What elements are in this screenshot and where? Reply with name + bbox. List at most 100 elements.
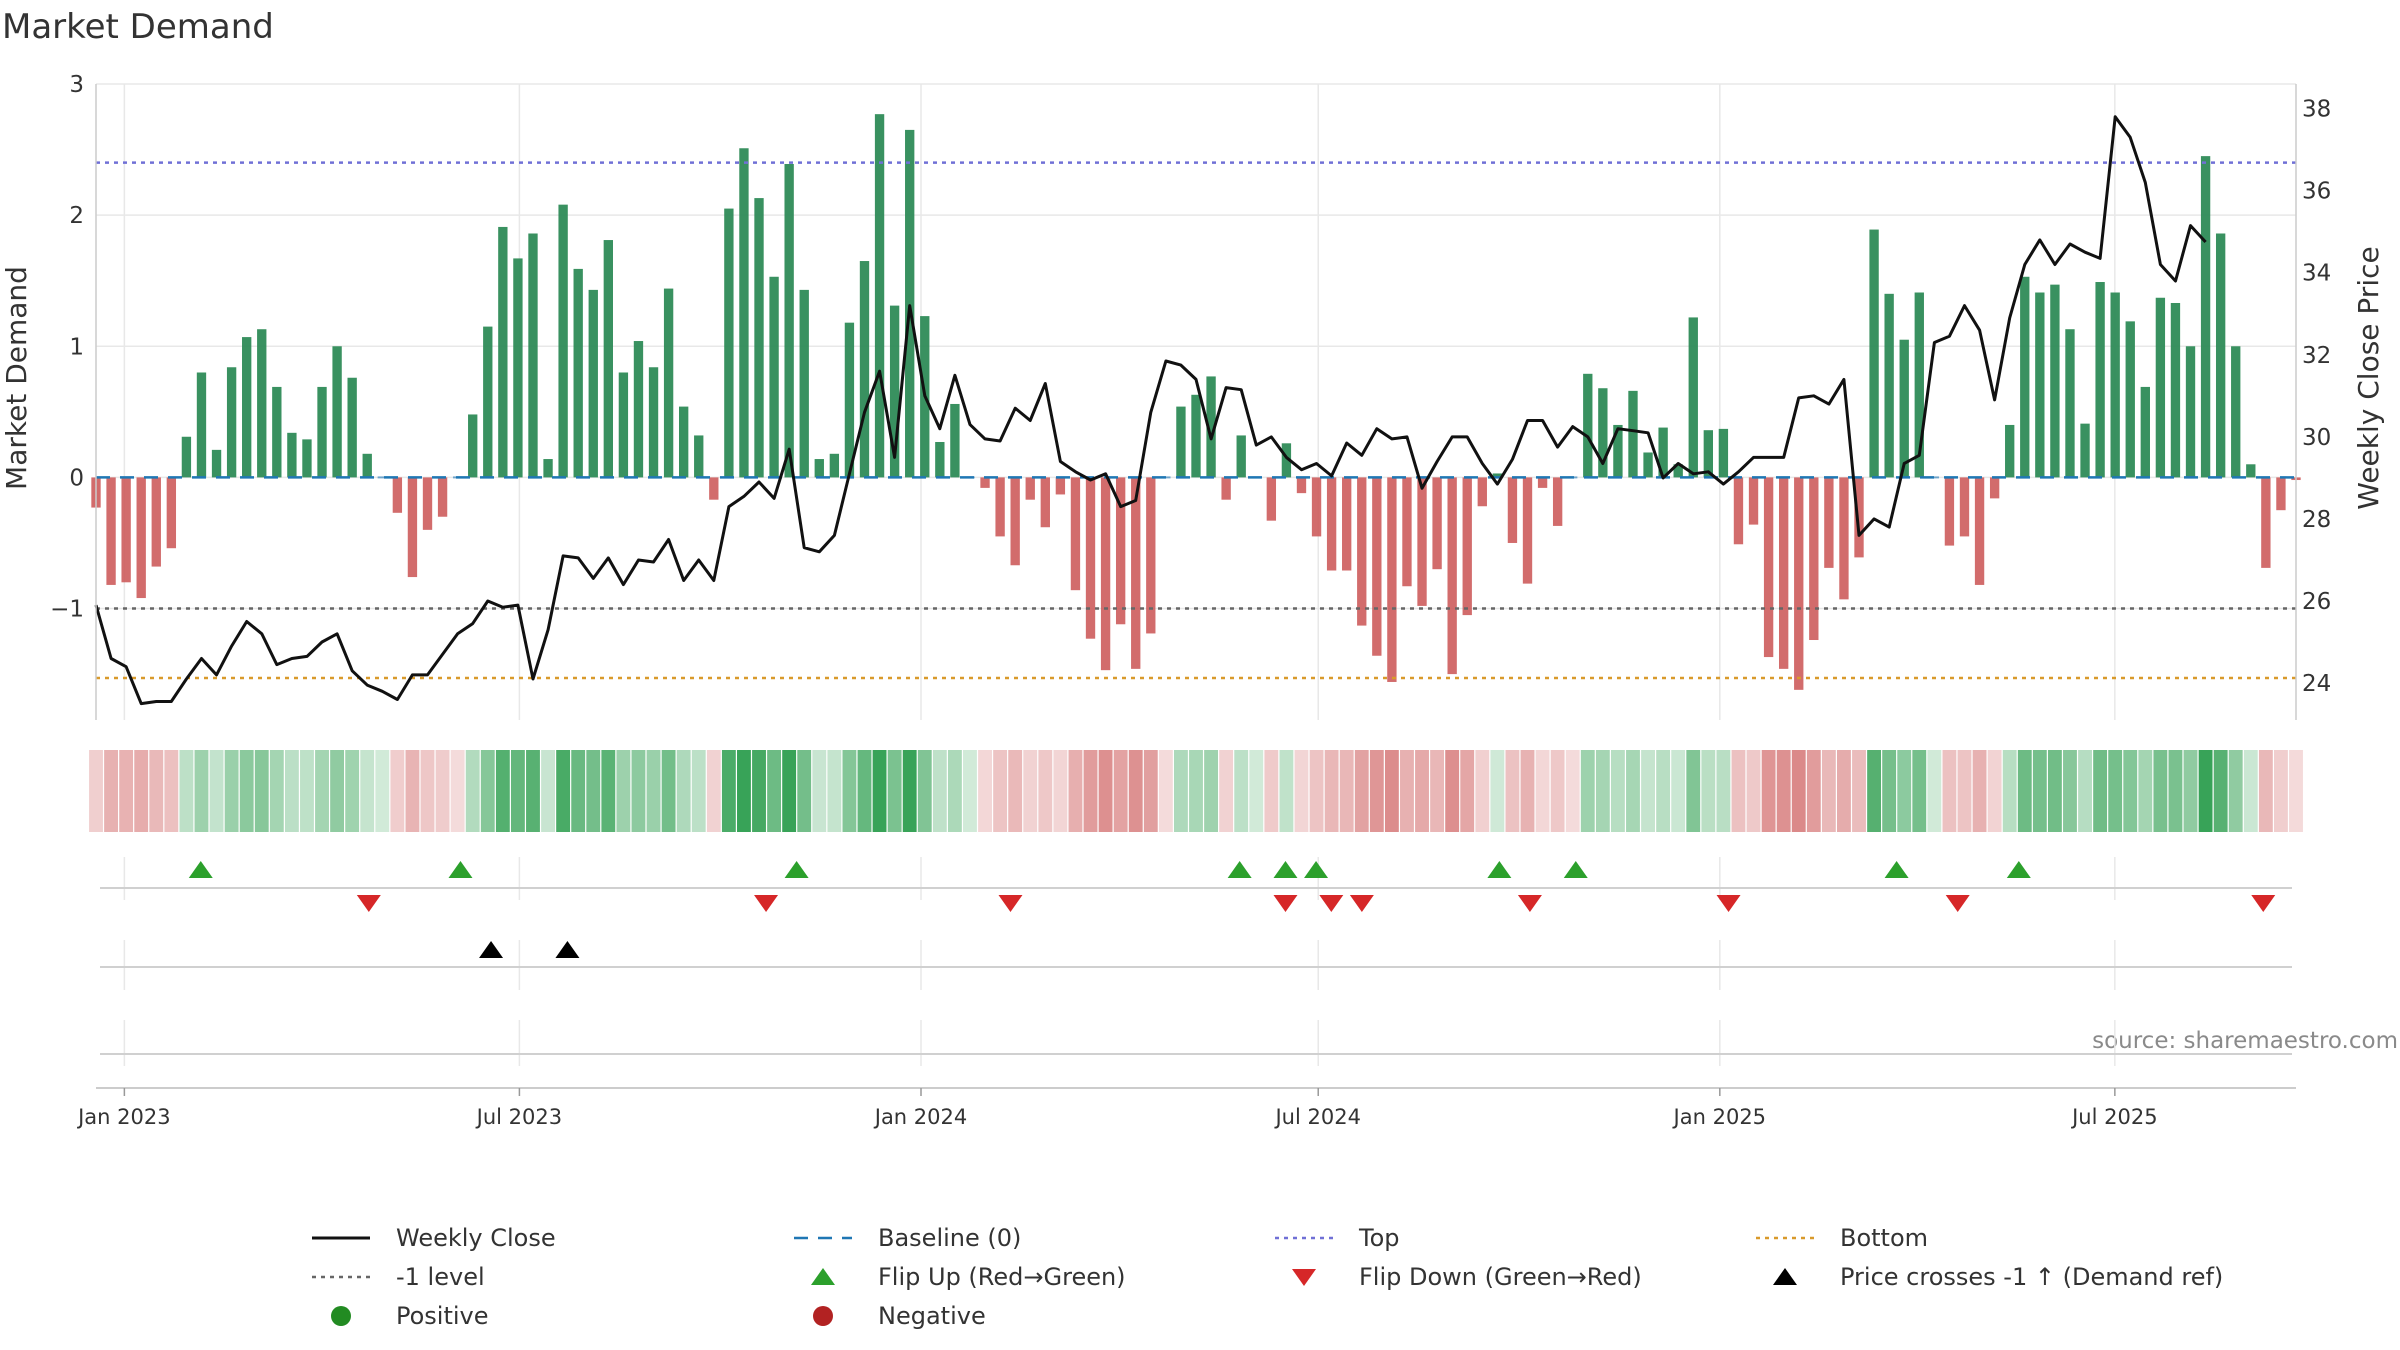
legend-label: Weekly Close xyxy=(396,1224,556,1252)
demand-bar-negative xyxy=(1989,477,2000,499)
strip-cell xyxy=(1957,750,1972,832)
strip-cell xyxy=(2108,750,2123,832)
legend-label: Bottom xyxy=(1840,1224,1928,1252)
strip-cell xyxy=(1867,750,1882,832)
demand-bar-positive xyxy=(257,329,267,478)
strip-cell xyxy=(1701,750,1716,832)
demand-bar-positive xyxy=(272,386,282,478)
strip-cell xyxy=(1339,750,1354,832)
strip-cell xyxy=(1776,750,1791,832)
strip-cell xyxy=(1972,750,1987,832)
strip-cell xyxy=(300,750,314,832)
strip-cell xyxy=(2168,750,2183,832)
strip-cell xyxy=(2258,750,2273,832)
demand-bar-positive xyxy=(1899,339,1909,478)
legend-swatch xyxy=(813,1306,833,1326)
gridlines xyxy=(96,83,2296,1066)
legend-label: Negative xyxy=(878,1302,986,1330)
demand-bar-negative xyxy=(1221,477,1231,500)
strip-cell xyxy=(1626,750,1640,832)
demand-bar-negative xyxy=(1296,477,1307,494)
y-tick-label-right: 26 xyxy=(2302,589,2331,615)
strip-cell xyxy=(1264,750,1279,832)
strip-cell xyxy=(2153,750,2168,832)
flip-up-marker xyxy=(1563,861,1588,878)
strip-cell xyxy=(1309,750,1324,832)
legend-item-flip-up: Flip Up (Red→Green) xyxy=(878,1263,1126,1291)
strip-cell xyxy=(1550,750,1565,832)
y-axis-left-label: Market Demand xyxy=(0,266,33,490)
demand-bar-negative xyxy=(1854,477,1864,558)
demand-bar-positive xyxy=(1191,394,1201,478)
legend-item-negative: Negative xyxy=(813,1302,986,1330)
strip-cell xyxy=(571,750,586,832)
strip-cell xyxy=(1927,750,1942,832)
strip-cell xyxy=(556,750,571,832)
x-tick-label: Jul 2025 xyxy=(2070,1105,2157,1129)
flip-up-marker xyxy=(784,861,809,878)
price-cross-marker xyxy=(479,941,504,958)
strip-cell xyxy=(767,750,782,832)
strip-cell xyxy=(1610,750,1625,832)
strip-cell xyxy=(1354,750,1369,832)
strip-cell xyxy=(782,750,797,832)
strip-cell xyxy=(993,750,1008,832)
y-tick-label-right: 32 xyxy=(2302,343,2331,369)
strip-cell xyxy=(812,750,827,832)
strip-cell xyxy=(2123,750,2138,832)
legend-item-positive: Positive xyxy=(331,1302,489,1330)
strip-cell xyxy=(510,750,525,832)
demand-bar-negative xyxy=(1824,477,1834,568)
demand-bar-positive xyxy=(317,386,327,478)
demand-bar-positive xyxy=(332,346,342,478)
strip-cell xyxy=(1912,750,1927,832)
demand-bar-negative xyxy=(1763,477,1774,658)
y-tick-label-right: 38 xyxy=(2302,97,2331,123)
demand-bar-positive xyxy=(889,305,900,478)
demand-bar-negative xyxy=(1040,477,1050,528)
strip-cell xyxy=(239,750,254,832)
strip-cell xyxy=(1143,750,1158,832)
strip-cell xyxy=(1761,750,1776,832)
demand-bar-negative xyxy=(1025,477,1035,500)
strip-cell xyxy=(1038,750,1053,832)
strip-cell xyxy=(963,750,977,832)
demand-bar-positive xyxy=(468,414,478,478)
demand-bar-negative xyxy=(437,477,448,517)
demand-bar-negative xyxy=(1507,477,1518,543)
strip-cell xyxy=(435,750,450,832)
strip-cell xyxy=(857,750,872,832)
strip-cell xyxy=(752,750,766,832)
strip-cell xyxy=(872,750,887,832)
demand-bar-positive xyxy=(950,403,960,478)
demand-bar-positive xyxy=(362,453,372,478)
flip-up-marker xyxy=(2006,861,2031,878)
legend-item-bottom: Bottom xyxy=(1756,1224,1928,1252)
demand-bar-positive xyxy=(2215,233,2226,478)
demand-bar-negative xyxy=(1779,477,1789,669)
strip-cell xyxy=(164,750,179,832)
strip-cell xyxy=(420,750,435,832)
demand-bar-negative xyxy=(1432,477,1442,570)
demand-bar-negative xyxy=(1055,477,1066,495)
chart-title: Market Demand xyxy=(2,7,274,47)
demand-bar-negative xyxy=(1010,477,1020,566)
demand-bar-positive xyxy=(1236,435,1246,478)
demand-bar-negative xyxy=(166,477,177,549)
x-tick-label: Jan 2023 xyxy=(76,1105,171,1129)
demand-bar-positive xyxy=(1628,390,1638,478)
strip-cell xyxy=(1821,750,1836,832)
demand-bar-positive xyxy=(2170,302,2181,478)
strip-cell xyxy=(89,750,103,832)
demand-bar-negative xyxy=(151,477,161,567)
strip-cell xyxy=(315,750,329,832)
demand-bar-positive xyxy=(2110,292,2120,478)
strip-cell xyxy=(495,750,510,832)
demand-bar-negative xyxy=(422,477,433,530)
strip-cell xyxy=(209,750,224,832)
strip-cell xyxy=(1204,750,1219,832)
axes: −1 0 1 2 3 24 26 28 30 32 34 36 38 xyxy=(50,72,2331,720)
strip-cell xyxy=(2243,750,2258,832)
demand-bar-positive xyxy=(513,258,523,478)
